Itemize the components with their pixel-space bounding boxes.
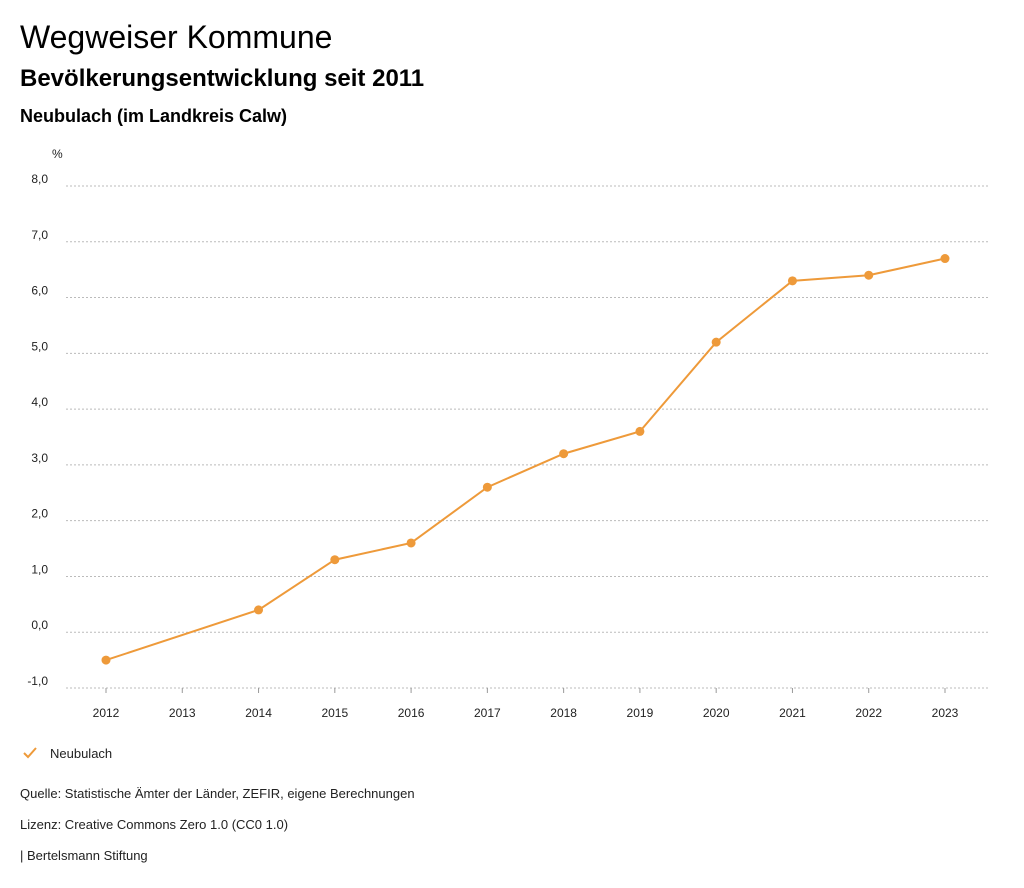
y-tick-label: -1,0 bbox=[27, 674, 48, 688]
publisher-text: | Bertelsmann Stiftung bbox=[20, 848, 148, 863]
data-point bbox=[559, 449, 569, 459]
chart-subtitle: Bevölkerungsentwicklung seit 2011 bbox=[20, 65, 425, 92]
data-point bbox=[711, 337, 721, 347]
legend-label: Neubulach bbox=[50, 745, 113, 761]
x-tick-label: 2019 bbox=[627, 706, 654, 720]
license-text: Lizenz: Creative Commons Zero 1.0 (CC0 1… bbox=[20, 817, 289, 832]
y-tick-label: 0,0 bbox=[31, 618, 48, 632]
x-tick-label: 2015 bbox=[321, 706, 348, 720]
page-title: Wegweiser Kommune bbox=[20, 19, 333, 55]
x-tick-label: 2021 bbox=[779, 706, 806, 720]
data-point bbox=[254, 605, 264, 615]
y-axis-unit: % bbox=[52, 147, 63, 161]
data-point bbox=[864, 270, 874, 280]
data-point bbox=[330, 555, 340, 565]
y-tick-label: 4,0 bbox=[31, 395, 48, 409]
x-tick-label: 2014 bbox=[245, 706, 272, 720]
y-tick-label: 7,0 bbox=[31, 228, 48, 242]
line-chart: % -1,0 0,0 1,0 2,0 3,0 4,0 5,0 6,0 7,0 8,0 2012 2013… bbox=[27, 147, 990, 720]
y-tick-label: 5,0 bbox=[31, 339, 48, 353]
axis-layer: % -1,0 0,0 1,0 2,0 3,0 4,0 5,0 6,0 7,0 8,0 2012 2013… bbox=[27, 147, 958, 720]
grid-layer bbox=[66, 185, 990, 689]
y-tick-label: 8,0 bbox=[31, 172, 48, 186]
line-layer bbox=[105, 257, 946, 662]
x-tick-label: 2020 bbox=[703, 706, 730, 720]
region-title: Neubulach (im Landkreis Calw) bbox=[20, 106, 288, 126]
legend[interactable]: Neubulach bbox=[22, 745, 112, 761]
data-point bbox=[787, 276, 797, 286]
check-icon bbox=[23, 747, 37, 759]
data-point bbox=[482, 482, 492, 492]
y-tick-label: 1,0 bbox=[31, 562, 48, 576]
x-tick-label: 2022 bbox=[855, 706, 882, 720]
x-tick-label: 2017 bbox=[474, 706, 501, 720]
data-point bbox=[101, 655, 111, 665]
series-line bbox=[105, 257, 946, 662]
x-tick-label: 2023 bbox=[932, 706, 959, 720]
data-point bbox=[940, 254, 950, 264]
data-point bbox=[406, 538, 416, 548]
x-tick-label: 2018 bbox=[550, 706, 577, 720]
x-tick-label: 2016 bbox=[398, 706, 425, 720]
y-tick-label: 3,0 bbox=[31, 451, 48, 465]
x-tick-label: 2012 bbox=[93, 706, 120, 720]
x-tick-label: 2013 bbox=[169, 706, 196, 720]
point-layer bbox=[101, 254, 950, 665]
y-tick-label: 6,0 bbox=[31, 284, 48, 298]
y-tick-label: 2,0 bbox=[31, 507, 48, 521]
source-text: Quelle: Statistische Ämter der Länder, Z… bbox=[20, 786, 415, 801]
data-point bbox=[635, 426, 645, 436]
